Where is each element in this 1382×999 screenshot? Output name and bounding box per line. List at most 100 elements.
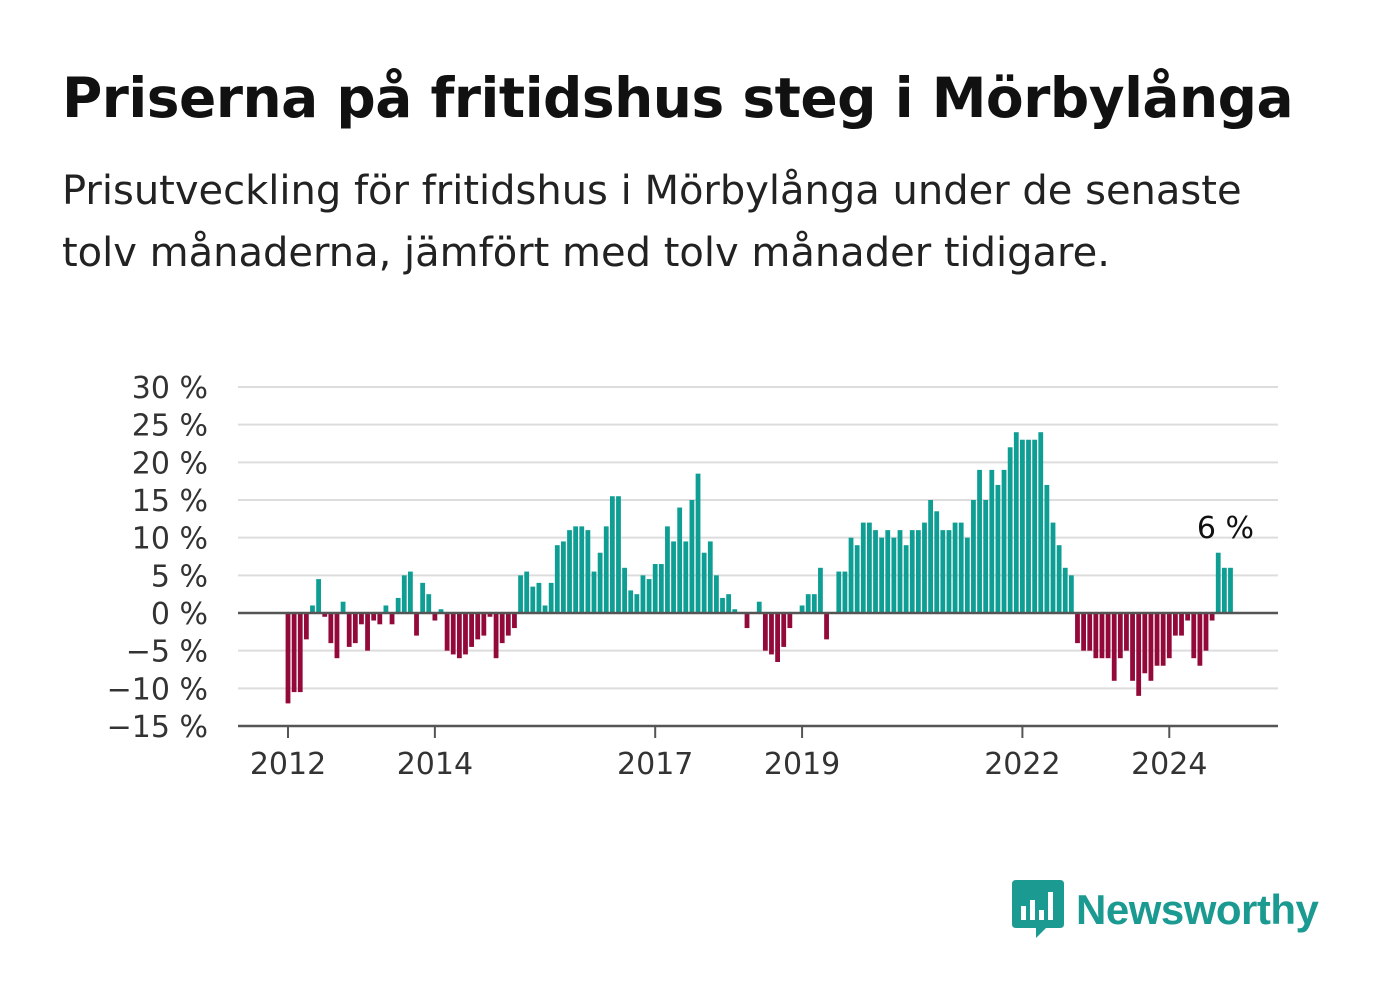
- x-tick-label: 2019: [764, 747, 840, 782]
- bar: [499, 613, 505, 644]
- bar: [426, 594, 432, 613]
- y-tick-label: 20 %: [132, 446, 208, 481]
- bar: [340, 601, 346, 613]
- bar: [909, 530, 915, 613]
- bar: [860, 522, 866, 613]
- bar: [689, 500, 695, 613]
- bar: [395, 597, 401, 613]
- bar: [958, 522, 964, 613]
- bar: [952, 522, 958, 613]
- y-tick-label: −10 %: [107, 672, 208, 707]
- bar: [714, 575, 719, 613]
- bar: [352, 613, 358, 644]
- bar: [1136, 613, 1142, 696]
- bar: [622, 567, 627, 613]
- y-tick-label: 25 %: [132, 409, 208, 444]
- bar: [554, 545, 560, 613]
- bar: [744, 613, 750, 629]
- bar: [334, 613, 340, 659]
- bar: [322, 613, 328, 617]
- bar: [359, 613, 364, 625]
- bar: [463, 613, 468, 655]
- bar: [432, 613, 438, 621]
- bar: [1185, 613, 1191, 621]
- bar: [609, 496, 615, 613]
- bar: [652, 564, 658, 613]
- bar: [854, 545, 860, 613]
- bar: [310, 605, 315, 613]
- bar: [573, 526, 579, 613]
- bar: [1062, 567, 1068, 613]
- bar: [1013, 432, 1019, 613]
- bar: [1044, 484, 1050, 613]
- bar: [1154, 613, 1160, 666]
- x-tick-label: 2017: [617, 747, 693, 782]
- bar: [805, 594, 811, 613]
- bars: [285, 432, 1233, 704]
- bar: [720, 597, 725, 613]
- newsworthy-logo: Newsworthy: [1012, 880, 1319, 940]
- bar: [646, 579, 652, 613]
- bar: [879, 537, 885, 613]
- bar: [756, 601, 762, 613]
- bar: [1087, 613, 1093, 651]
- bar: [903, 545, 909, 613]
- bar: [799, 605, 805, 613]
- x-tick-label: 2014: [397, 747, 473, 782]
- bar: [867, 522, 872, 613]
- bar: [1130, 613, 1135, 681]
- bar: [726, 594, 732, 613]
- bar: [1148, 613, 1154, 681]
- bar: [989, 469, 995, 613]
- bar: [1026, 439, 1031, 613]
- axes: [238, 611, 1278, 728]
- x-tick-label: 2024: [1131, 747, 1207, 782]
- bar: [977, 469, 982, 613]
- bar: [518, 575, 523, 613]
- bar: [1081, 613, 1086, 651]
- bar: [1111, 613, 1117, 681]
- bar: [983, 500, 989, 613]
- bar: [316, 579, 321, 613]
- bar: [1020, 439, 1025, 613]
- bar: [701, 552, 707, 613]
- bar: [401, 575, 407, 613]
- chart-subtitle: Prisutveckling för fritidshus i Mörbylån…: [62, 168, 1242, 276]
- y-tick-label: 30 %: [132, 371, 208, 406]
- bar: [1056, 545, 1062, 613]
- bar: [1001, 469, 1007, 613]
- bar: [1117, 613, 1123, 659]
- y-tick-label: 0 %: [151, 597, 208, 632]
- bar: [628, 590, 634, 613]
- bar: [585, 530, 591, 613]
- bar: [1142, 613, 1148, 674]
- bar: [591, 571, 597, 613]
- bar: [328, 613, 334, 644]
- y-tick-label: −15 %: [107, 710, 208, 745]
- bar: [297, 613, 303, 693]
- bar: [383, 605, 389, 613]
- bar: [928, 500, 933, 613]
- bar: [634, 594, 640, 613]
- bar: [285, 613, 291, 704]
- bar: [1179, 613, 1184, 636]
- bar: [481, 613, 487, 636]
- bar: [971, 500, 976, 613]
- bar: [1099, 613, 1105, 659]
- bar: [548, 582, 554, 613]
- bar: [1173, 613, 1178, 636]
- bar: [456, 613, 462, 659]
- y-axis-labels: −15 %−10 %−5 %0 %5 %10 %15 %20 %25 %30 %: [107, 371, 208, 745]
- bar: [671, 541, 676, 613]
- bar: [836, 571, 842, 613]
- bar: [934, 511, 940, 613]
- y-tick-label: 10 %: [132, 522, 208, 557]
- bar: [940, 530, 946, 613]
- bar: [915, 530, 921, 613]
- bar: [769, 613, 774, 655]
- bar: [762, 613, 768, 651]
- bar: [1160, 613, 1166, 666]
- bar: [1068, 575, 1074, 613]
- bar: [561, 541, 566, 613]
- bar: [695, 473, 701, 613]
